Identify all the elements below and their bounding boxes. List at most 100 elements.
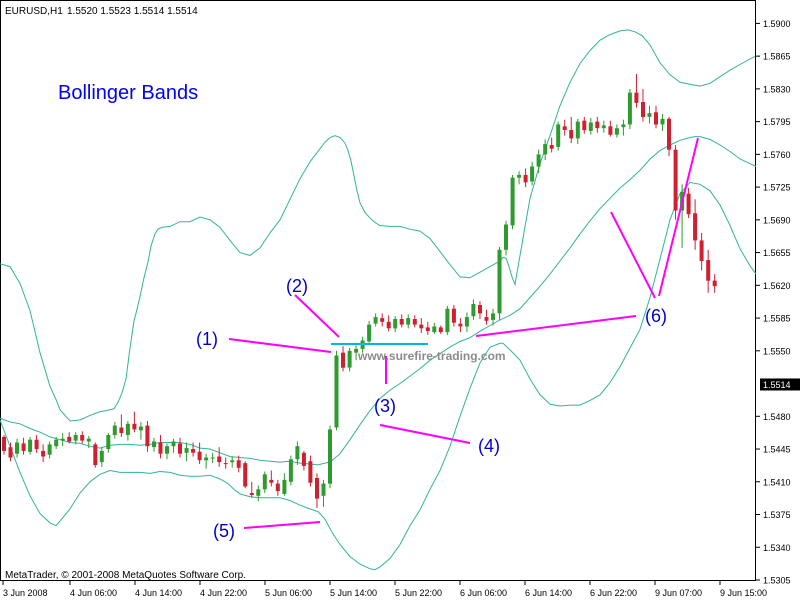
candle-body	[184, 448, 189, 453]
candle-body	[497, 249, 502, 314]
candle	[588, 117, 593, 135]
candle-body	[262, 474, 267, 490]
annotation-label: (3)	[374, 396, 396, 416]
candle	[412, 315, 417, 328]
candle	[621, 119, 626, 136]
candle	[673, 145, 678, 220]
band-middle	[0, 136, 757, 466]
candle	[132, 411, 137, 433]
candle-body	[243, 463, 248, 487]
candle-body	[614, 128, 619, 135]
candle	[315, 473, 319, 508]
candle-body	[673, 149, 678, 211]
candle	[119, 414, 124, 437]
candle	[204, 453, 209, 469]
candle-body	[438, 327, 443, 333]
candle	[399, 314, 404, 328]
candle	[256, 485, 261, 502]
band-lower	[0, 181, 757, 571]
candle	[536, 149, 541, 174]
candle-body	[595, 121, 600, 129]
annotation-label: (5)	[213, 521, 235, 541]
candle	[549, 137, 554, 153]
candle	[125, 421, 130, 441]
plot-frame	[0, 0, 756, 581]
time-tick-label: 5 Jun 14:00	[330, 588, 377, 598]
price-tick-label: 1.5375	[763, 510, 791, 520]
candle-body	[295, 446, 300, 460]
price-tick-label: 1.5550	[763, 346, 791, 356]
candle-body	[73, 435, 78, 441]
price-tick-label: 1.5690	[763, 215, 791, 225]
candle	[451, 305, 456, 327]
candle-body	[380, 318, 385, 322]
candle-body	[367, 324, 372, 342]
candle-body	[282, 479, 287, 494]
candle-body	[2, 436, 6, 451]
candle-body	[54, 439, 59, 447]
candle-body	[8, 447, 13, 458]
annotation-label: (4)	[478, 436, 500, 456]
chart-title: Bollinger Bands	[58, 82, 198, 104]
candle	[230, 456, 235, 468]
annotation-line	[294, 294, 340, 338]
candle	[504, 220, 508, 256]
candle	[321, 479, 326, 507]
candle-body	[627, 92, 632, 125]
candle	[706, 249, 711, 293]
candle-body	[47, 444, 52, 455]
candle	[8, 442, 13, 462]
time-tick-label: 4 Jun 06:00	[70, 588, 117, 598]
candle	[2, 435, 6, 455]
price-tick-label: 1.5620	[763, 281, 791, 291]
time-tick-label: 3 Jun 2008	[3, 588, 48, 598]
candle	[347, 348, 352, 372]
time-tick-label: 5 Jun 06:00	[265, 588, 312, 598]
candle	[510, 174, 515, 230]
annotation-label: (1)	[196, 329, 218, 349]
chart-ohlc-readout: 1.5520 1.5523 1.5514 1.5514	[67, 6, 198, 17]
candle	[152, 437, 156, 452]
candle	[282, 473, 287, 496]
candle-body	[536, 154, 541, 167]
candle-body	[236, 460, 241, 468]
candle	[575, 118, 580, 145]
watermark: www.surefire-trading.com	[357, 349, 506, 363]
candle	[269, 470, 274, 487]
candle	[438, 325, 443, 334]
candle-body	[67, 436, 72, 442]
price-tick-label: 1.5655	[763, 248, 791, 258]
candle	[419, 318, 424, 333]
time-tick-label: 6 Jun 06:00	[460, 588, 507, 598]
annotation-line	[228, 338, 332, 353]
candle	[288, 455, 293, 486]
time-tick-label: 4 Jun 22:00	[200, 588, 247, 598]
candle-body	[491, 313, 495, 320]
candle	[491, 308, 495, 326]
candle-body	[86, 438, 91, 442]
price-tick-label: 1.5830	[763, 84, 791, 94]
candle-body	[641, 102, 645, 117]
candle	[667, 116, 671, 157]
candle	[243, 461, 248, 489]
candle-body	[334, 355, 339, 428]
candle-body	[197, 451, 202, 461]
candle	[497, 247, 502, 320]
candle-body	[667, 118, 671, 150]
annotation-label: (6)	[645, 306, 667, 326]
candle	[654, 105, 658, 129]
candle	[99, 447, 104, 467]
price-tick-label: 1.5865	[763, 52, 791, 62]
candle-body	[171, 441, 176, 447]
candle-body	[223, 463, 228, 465]
candle-body	[647, 113, 652, 117]
candle	[178, 437, 182, 458]
candle-body	[471, 304, 476, 317]
annotation-line	[379, 424, 471, 444]
candle-body	[451, 308, 456, 323]
candle-body	[569, 130, 574, 139]
candle-body	[308, 461, 313, 483]
candle	[432, 322, 437, 334]
candle-body	[588, 122, 593, 131]
